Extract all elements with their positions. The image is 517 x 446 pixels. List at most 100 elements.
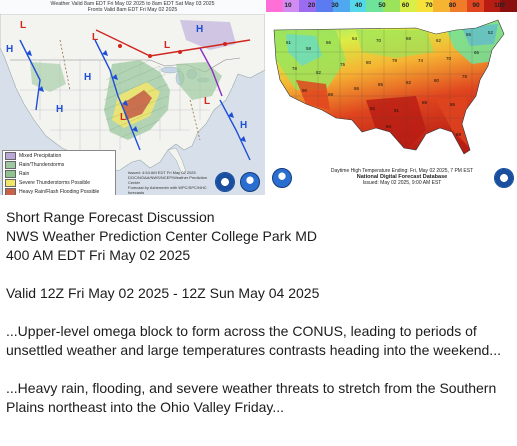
colorbar-segment: [299, 0, 317, 12]
svg-text:86: 86: [354, 86, 360, 91]
forecast-discussion: Short Range Forecast Discussion NWS Weat…: [6, 208, 511, 417]
svg-text:58: 58: [306, 46, 312, 51]
colorbar-segment: [366, 0, 384, 12]
discussion-title: Short Range Forecast Discussion: [6, 209, 215, 225]
colorbar-tick-label: 20: [307, 2, 316, 9]
svg-text:82: 82: [316, 70, 322, 75]
colorbar-tick-label: 60: [401, 2, 410, 9]
svg-text:82: 82: [406, 80, 412, 85]
colorbar-segment: [433, 0, 451, 12]
svg-text:52: 52: [488, 30, 494, 35]
legend-swatch: [5, 160, 16, 169]
legend-item: Rain/Thunderstorms: [3, 160, 115, 169]
legend-item: Rain: [3, 169, 115, 178]
legend-swatch: [5, 178, 16, 187]
colorbar-tick-label: 70: [425, 2, 433, 9]
svg-text:62: 62: [436, 38, 442, 43]
discussion-paragraph: ...Heavy rain, flooding, and severe weat…: [6, 380, 497, 415]
svg-text:66: 66: [474, 50, 480, 55]
pressure-low-label: L: [120, 112, 127, 123]
legend-label: Rain: [19, 170, 30, 177]
svg-text:88: 88: [456, 132, 462, 137]
svg-text:80: 80: [434, 78, 440, 83]
colorbar-tick-label: 40: [354, 2, 363, 9]
colorbar-segment: [349, 0, 367, 12]
pressure-low-label: L: [92, 32, 99, 43]
legend-label: Severe Thunderstorms Possible: [19, 179, 91, 186]
issued-line: DOC/NOAA/NWS/NCEP/Weather Prediction Cen…: [128, 175, 208, 185]
colorbar-segment: [399, 0, 417, 12]
pressure-high-label: H: [56, 104, 64, 115]
pressure-high-label: H: [84, 72, 92, 83]
discussion-issue-time: 400 AM EDT Fri May 02 2025: [6, 247, 191, 263]
database-name: National Digital Forecast Database: [356, 174, 448, 180]
svg-text:94: 94: [386, 124, 392, 129]
svg-text:85: 85: [378, 82, 384, 87]
svg-text:55: 55: [466, 32, 472, 37]
svg-text:79: 79: [392, 58, 398, 63]
discussion-valid-period: Valid 12Z Fri May 02 2025 - 12Z Sun May …: [6, 285, 320, 301]
issued-line: Issued: 4:54 AM EDT Fri May 02 2025: [128, 170, 196, 175]
weather-legend: Mixed Precipitation Rain/Thunderstorms R…: [2, 150, 116, 195]
issued-line: Forecast by Ashenmeir with WPC/SPC/NHC f…: [128, 185, 207, 195]
nws-seal-icon: [494, 168, 514, 188]
colorbar-segment: [316, 0, 333, 12]
temperature-colorbar: [266, 0, 517, 12]
legend-item: Mixed Precipitation: [3, 151, 115, 160]
legend-item: Severe Thunderstorms Possible: [3, 178, 115, 187]
colorbar-segment: [466, 0, 484, 12]
nws-logo-icon: [272, 168, 292, 188]
svg-text:88: 88: [422, 100, 428, 105]
forecast-maps: H L H H L L H L H L Weather Valid 8am ED…: [0, 0, 517, 195]
svg-text:86: 86: [450, 102, 456, 107]
svg-text:70: 70: [446, 56, 452, 61]
colorbar-segment: [450, 0, 467, 12]
colorbar-segment: [282, 0, 300, 12]
wpc-map-header: Weather Valid 8am EDT Fri May 02 2025 to…: [0, 0, 265, 14]
nws-logo-icon: [215, 172, 235, 192]
pressure-high-label: H: [6, 44, 14, 55]
temperature-map-footer: Daytime High Temperature Ending: Fri, Ma…: [302, 168, 502, 186]
legend-item: Heavy Rain/Flash Flooding Possible: [3, 187, 115, 195]
pressure-high-label: H: [196, 24, 204, 35]
colorbar-tick-label: 30: [331, 2, 339, 9]
pressure-low-label: L: [20, 20, 27, 31]
svg-text:78: 78: [462, 74, 468, 79]
svg-text:70: 70: [376, 38, 382, 43]
colorbar-segment: [332, 0, 350, 12]
noaa-logo-icon: [240, 172, 260, 192]
legend-label: Mixed Precipitation: [19, 152, 62, 159]
map-valid-line: Weather Valid 8am EDT Fri May 02 2025 to…: [50, 1, 215, 7]
svg-text:61: 61: [286, 40, 292, 45]
weather-map-graphic: [0, 0, 265, 195]
pressure-low-label: L: [164, 40, 171, 51]
colorbar-segment: [416, 0, 434, 12]
high-temperature-map: 10 20 30 40 50 60 70 80 90 100: [266, 0, 517, 195]
svg-text:91: 91: [394, 108, 400, 113]
svg-text:66: 66: [326, 40, 332, 45]
colorbar-segment: [500, 0, 517, 12]
svg-text:68: 68: [406, 36, 412, 41]
svg-text:88: 88: [328, 92, 334, 97]
colorbar-tick-label: 80: [448, 2, 457, 9]
fronts-valid-line: Fronts Valid 8am EDT Fri May 02 2025: [87, 7, 178, 14]
colorbar-segment: [483, 0, 501, 12]
temperature-issued-line: Issued: May 02 2025, 9:00 AM EST: [362, 180, 442, 186]
legend-label: Rain/Thunderstorms: [19, 161, 65, 168]
colorbar-segment: [266, 0, 283, 12]
discussion-paragraph: ...Upper-level omega block to form acros…: [6, 323, 501, 358]
svg-text:90: 90: [302, 88, 308, 93]
pressure-low-label: L: [204, 96, 211, 107]
colorbar-segment: [383, 0, 400, 12]
svg-text:75: 75: [340, 62, 346, 67]
temperature-valid-line: Daytime High Temperature Ending: Fri, Ma…: [330, 168, 474, 174]
svg-text:78: 78: [292, 66, 298, 71]
colorbar-tick-label: 10: [284, 2, 292, 9]
colorbar-tick-labels: 10 20 30 40 50 60 70 80 90 100: [266, 0, 517, 12]
legend-swatch: [5, 151, 16, 160]
legend-label: Heavy Rain/Flash Flooding Possible: [19, 188, 100, 195]
svg-text:64: 64: [352, 36, 358, 41]
pressure-high-label: H: [240, 120, 248, 131]
svg-text:92: 92: [370, 106, 376, 111]
